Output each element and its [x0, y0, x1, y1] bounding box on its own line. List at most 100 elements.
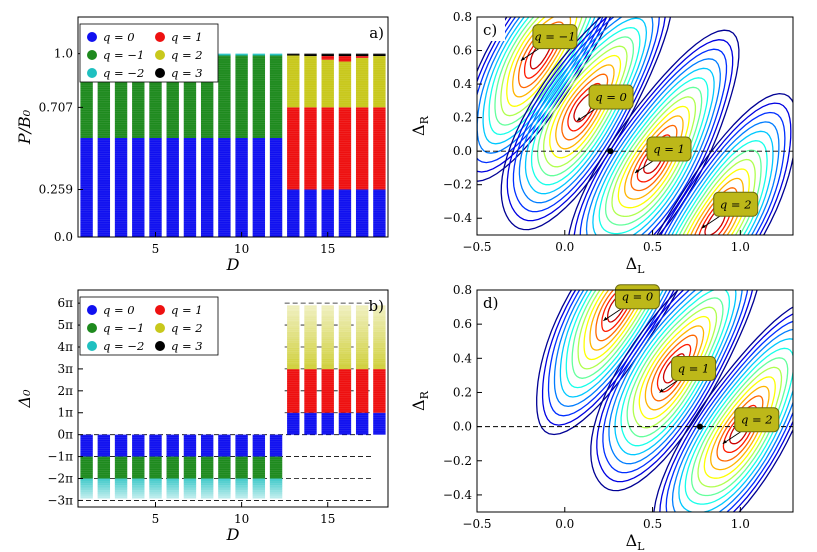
bar-segment	[114, 486, 128, 489]
bar-segment	[269, 478, 283, 481]
bar-segment	[355, 315, 369, 322]
bar-segment	[80, 490, 93, 492]
contour-level	[678, 338, 793, 512]
bar-segment	[287, 331, 300, 338]
bar-segment	[338, 347, 352, 354]
contour-level	[585, 58, 721, 235]
bar-segment	[252, 480, 266, 483]
bar-segment	[287, 305, 300, 311]
bar-segment	[321, 310, 334, 317]
bar-segment	[338, 56, 352, 62]
bar-segment	[338, 321, 352, 327]
annotation-callout: q = 2	[722, 407, 780, 445]
bar-segment	[252, 486, 266, 489]
bar-segment	[269, 480, 283, 483]
bar-segment	[235, 55, 248, 138]
y-tick-label: 0.0	[453, 420, 472, 434]
bar-segment	[183, 434, 197, 457]
bar-segment	[304, 331, 317, 338]
y-tick-label: 0.6	[453, 317, 472, 331]
bar-segment	[355, 342, 369, 349]
bar-segment	[338, 310, 352, 317]
bar-segment	[166, 491, 179, 494]
contour-level	[602, 290, 749, 474]
contour-level	[592, 67, 715, 235]
bar-segment	[149, 493, 162, 496]
contour-level	[656, 92, 793, 235]
bar-segment	[166, 493, 179, 496]
bar-segment	[166, 481, 179, 484]
bar-segment	[218, 488, 231, 491]
bar-segment	[218, 491, 231, 494]
y-axis-label: ΔR	[409, 115, 431, 136]
bar-segment	[373, 337, 386, 343]
bar-segment	[114, 491, 128, 494]
bar-segment	[304, 363, 317, 370]
bar-segment	[321, 305, 334, 311]
bar-segment	[355, 321, 369, 327]
bar-segment	[183, 456, 197, 479]
bar-segment	[355, 56, 369, 58]
bar-segment	[183, 485, 197, 488]
contour-level	[559, 290, 664, 398]
bar-segment	[149, 496, 162, 499]
bar-segment	[114, 494, 128, 497]
x-axis-label: D	[226, 255, 240, 274]
bar-segment	[321, 363, 334, 370]
bar-segment	[287, 315, 300, 322]
bar-segment	[304, 53, 317, 57]
x-tick-label: 5	[152, 512, 160, 526]
bar-segment	[200, 486, 214, 489]
contour-level	[671, 328, 793, 512]
bar-segment	[338, 363, 352, 370]
bar-segment	[355, 326, 369, 333]
y-tick-label: −3π	[47, 493, 73, 507]
bar-segment	[80, 486, 93, 489]
bar-segment	[97, 480, 111, 483]
bar-segment	[218, 481, 231, 484]
bar-segment	[338, 368, 352, 413]
panel-label: c)	[483, 21, 497, 39]
y-tick-label: 0.8	[453, 283, 472, 297]
bar-segment	[304, 315, 317, 322]
bar-segment	[373, 368, 386, 413]
legend-label: q = 1	[171, 303, 203, 317]
contour-level	[547, 290, 672, 417]
bar-segment	[304, 56, 317, 108]
x-tick-label: 0.0	[555, 240, 574, 254]
bar-segment	[80, 478, 93, 481]
bar-segment	[235, 434, 248, 457]
y-tick-label: −0.2	[443, 454, 472, 468]
bar-segment	[149, 478, 162, 481]
bar-segment	[132, 485, 145, 488]
contour-level	[665, 320, 793, 512]
contour-level	[524, 17, 648, 195]
bar-segment	[200, 483, 214, 486]
bar-segment	[149, 138, 162, 237]
bar-segment	[373, 310, 386, 317]
annotation-callout: q = −1	[520, 24, 578, 61]
x-tick-label: 15	[320, 512, 335, 526]
annotation-callout: q = 1	[634, 136, 692, 174]
bar-segment	[166, 138, 179, 237]
y-tick-label: 0.2	[453, 111, 472, 125]
y-tick-label: 0.4	[453, 351, 472, 365]
bar-segment	[355, 412, 369, 435]
y-tick-label: 0.259	[39, 183, 73, 197]
contour-level	[667, 121, 780, 235]
bar-segment	[183, 483, 197, 486]
legend-label: q = 3	[171, 66, 203, 80]
bar-segment	[287, 358, 300, 364]
bar-segment	[183, 138, 197, 237]
bar-segment	[269, 138, 283, 237]
bar-segment	[304, 326, 317, 333]
bar-segment	[373, 353, 386, 359]
bar-segment	[304, 310, 317, 317]
annotation-box	[646, 136, 692, 162]
bar-segment	[218, 480, 231, 483]
bar-segment	[304, 189, 317, 237]
bar-segment	[252, 456, 266, 479]
bar-segment	[80, 491, 93, 494]
contour-level	[565, 290, 660, 389]
